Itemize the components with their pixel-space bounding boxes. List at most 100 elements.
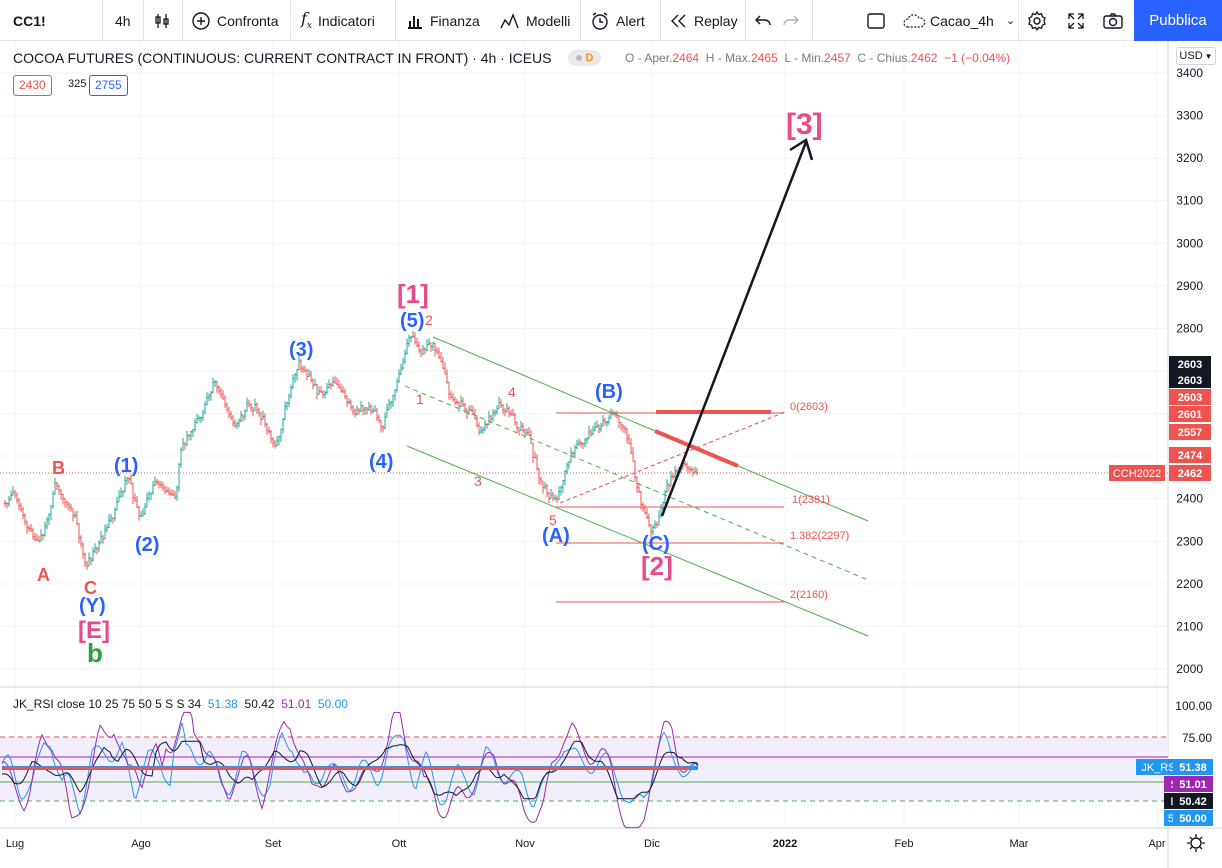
bid-price[interactable]: 2430: [13, 75, 52, 96]
wave-5: (5): [400, 310, 424, 332]
price-bars: [4, 331, 698, 570]
price-tick: 2300: [1176, 534, 1203, 548]
price-label-bg: [1169, 356, 1211, 372]
fib-label-1: 1(2381): [792, 494, 830, 506]
rsi-value-4: 50.00: [317, 697, 348, 711]
symbol-tag-bg: [1109, 465, 1165, 481]
subwave-2: 2: [425, 312, 433, 328]
fullscreen-layout-button[interactable]: [866, 0, 886, 41]
price-tick: 2400: [1176, 492, 1203, 506]
time-tick: Mar: [1010, 838, 1029, 850]
symbol-search[interactable]: CC1!: [13, 0, 46, 41]
high-label: H - Max.: [705, 51, 752, 65]
toolbar-divider: [395, 0, 396, 41]
indicators-button[interactable]: fx Indicatori: [301, 0, 375, 41]
rsi-value: 51.01: [1179, 779, 1207, 791]
replay-label: Replay: [694, 12, 738, 29]
replay-button[interactable]: Replay: [670, 0, 738, 41]
cloud-icon: [903, 13, 926, 28]
compare-button[interactable]: Confronta: [191, 0, 278, 41]
alarm-clock-icon: [592, 11, 608, 30]
alert-button[interactable]: Alert: [590, 0, 645, 41]
time-tick: Nov: [515, 838, 535, 850]
templates-button[interactable]: Modelli: [500, 0, 570, 41]
publish-label: Pubblica: [1149, 12, 1207, 29]
wave-b: b: [87, 638, 103, 668]
toolbar-divider: [812, 0, 813, 41]
settings-button[interactable]: [1026, 0, 1048, 41]
price-axis[interactable]: 3400330032003100300029002800270026002500…: [1176, 66, 1203, 676]
rsi-params: close 10 25 75 50 5 S S 34: [57, 697, 202, 711]
rsi-value-bg: [1173, 776, 1213, 792]
camera-icon: [1103, 12, 1123, 29]
rsi-label-bg: [1136, 759, 1184, 775]
time-tick: Set: [265, 838, 282, 850]
ask-price[interactable]: 2755: [89, 75, 128, 96]
wave-E: [E]: [78, 617, 110, 644]
chart-type-button[interactable]: [153, 0, 171, 41]
axis-settings-button[interactable]: [1187, 834, 1205, 852]
rsi-ema-line: [1, 740, 699, 800]
rsi-value-bg: [1173, 793, 1213, 809]
snapshot-button[interactable]: [1102, 0, 1124, 41]
undo-button[interactable]: [754, 0, 772, 41]
toolbar-divider: [1018, 0, 1019, 41]
chart-area[interactable]: 0(2603) 1(2381) 1.382(2297) 2(2160) A B …: [0, 41, 1222, 868]
symbol-title: COCOA FUTURES (CONTINUOUS: CURRENT CONTR…: [13, 50, 552, 66]
rsi-series: [1, 711, 699, 829]
wave-primary-1: [1]: [397, 279, 429, 309]
financials-button[interactable]: Finanza: [406, 0, 480, 41]
compare-label: Confronta: [217, 12, 279, 29]
expand-icon: [1068, 12, 1084, 29]
function-icon: fx: [301, 9, 312, 32]
interval-button[interactable]: 4h: [115, 0, 131, 41]
price-label: 2462: [1178, 468, 1202, 480]
rsi-value-bg: [1173, 810, 1213, 826]
high-value: 2465: [751, 51, 778, 65]
close-label: C - Chius.: [857, 51, 911, 65]
financials-label: Finanza: [430, 12, 480, 29]
wave-primary-3: [3]: [786, 108, 823, 141]
bar-chart-icon: [408, 15, 422, 29]
time-tick: Feb: [895, 838, 914, 850]
time-tick: Apr: [1148, 838, 1165, 850]
price-label: 2603: [1178, 375, 1202, 387]
delay-badge[interactable]: D: [567, 50, 602, 66]
price-label: 2603: [1178, 392, 1202, 404]
price-label-bg: [1169, 424, 1211, 440]
rsi-value-1: 51.38: [207, 697, 238, 711]
rsi-value: 51.38: [1179, 762, 1207, 774]
time-axis[interactable]: Lug Ago Set Ott Nov Dic 2022 Feb Mar Apr: [6, 838, 1166, 850]
price-tick: 3200: [1176, 151, 1203, 165]
currency-select[interactable]: USD ▼: [1176, 47, 1216, 65]
price-label-bg: [1169, 447, 1211, 463]
time-tick: Ago: [131, 838, 151, 850]
price-label: 2474: [1178, 450, 1203, 462]
symbol-label: CC1!: [13, 12, 46, 29]
top-toolbar: CC1! 4h Confronta fx Indicatori Finanza …: [0, 0, 1222, 41]
time-tick: 2022: [773, 838, 797, 850]
subwave-3: 3: [474, 473, 482, 489]
price-tick: 2000: [1176, 662, 1203, 676]
fullscreen-button[interactable]: [1066, 0, 1086, 41]
wave-Y: (Y): [79, 595, 106, 617]
rsi-value-3: 51.01: [281, 697, 312, 711]
open-value: 2464: [672, 51, 700, 65]
change-value: −1 (−0.04%): [944, 51, 1011, 65]
publish-button[interactable]: Pubblica: [1134, 0, 1222, 41]
redo-button[interactable]: [782, 0, 800, 41]
rsi-name: JK_RSI: [13, 697, 54, 711]
templates-icon: [500, 12, 519, 28]
candles-icon: [155, 13, 169, 28]
price-tick: 2100: [1176, 619, 1203, 633]
wave-1: (1): [114, 455, 138, 477]
layout-selector[interactable]: Cacao_4h ⌄: [902, 0, 1015, 41]
rsi-tick: 75.00: [1182, 731, 1212, 745]
low-label: L - Min.: [784, 51, 825, 65]
channel-mid-line: [404, 385, 869, 581]
wave-primary-2: [2]: [641, 551, 673, 581]
price-tick: 2200: [1176, 577, 1203, 591]
wave-C: C: [84, 578, 97, 598]
time-tick: Ott: [392, 838, 407, 850]
breakout-line: [654, 429, 739, 468]
